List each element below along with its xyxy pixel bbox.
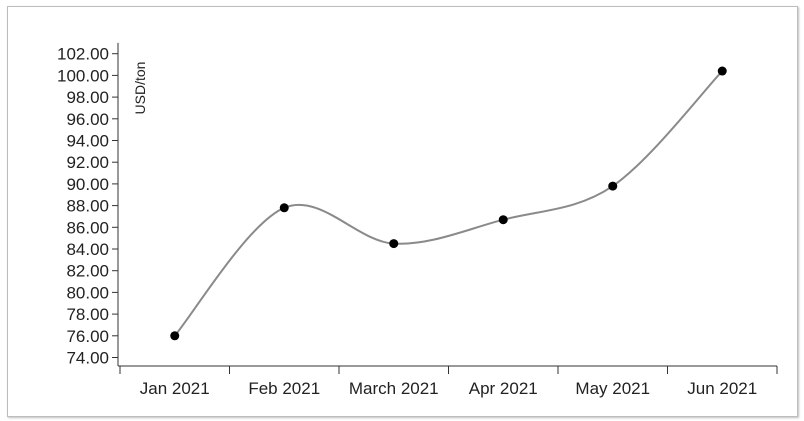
y-axis: 74.00 76.00 78.00 80.00 82.00 84.00 86.00 88.00… — [57, 42, 119, 368]
series-line — [173, 70, 723, 337]
x-axis: Jan 2021 Feb 2021 March 2021 Apr 2021 May 20… — [118, 365, 778, 398]
x-tick-label: March 2021 — [349, 379, 439, 398]
y-axis-label: USD/ton — [132, 62, 148, 115]
y-tick-label: 84.00 — [66, 240, 109, 259]
x-tick-label: Jun 2021 — [687, 379, 757, 398]
y-tick-label: 88.00 — [66, 197, 109, 216]
y-tick-label: 80.00 — [66, 283, 109, 302]
y-tick-label: 82.00 — [66, 262, 109, 281]
y-tick-label: 74.00 — [66, 349, 109, 368]
data-point — [608, 181, 618, 191]
data-point — [170, 331, 180, 341]
x-tick-label: May 2021 — [575, 379, 650, 398]
y-tick-label: 76.00 — [66, 327, 109, 346]
y-tick-label: 96.00 — [66, 110, 109, 129]
y-tick-label: 100.00 — [57, 66, 109, 85]
data-point — [279, 203, 289, 213]
chart-frame — [7, 6, 798, 417]
data-point — [717, 66, 727, 76]
y-tick-label: 90.00 — [66, 175, 109, 194]
y-tick-label: 78.00 — [66, 305, 109, 324]
y-tick-label: 94.00 — [66, 132, 109, 151]
x-tick-label: Apr 2021 — [469, 379, 538, 398]
data-points — [170, 66, 727, 341]
y-tick-label: 92.00 — [66, 153, 109, 172]
y-tick-label: 102.00 — [57, 45, 109, 64]
y-tick-label: 98.00 — [66, 88, 109, 107]
x-tick-label: Jan 2021 — [140, 379, 210, 398]
data-point — [389, 239, 399, 249]
y-tick-label: 86.00 — [66, 218, 109, 237]
data-point — [498, 215, 508, 225]
x-tick-label: Feb 2021 — [248, 379, 320, 398]
